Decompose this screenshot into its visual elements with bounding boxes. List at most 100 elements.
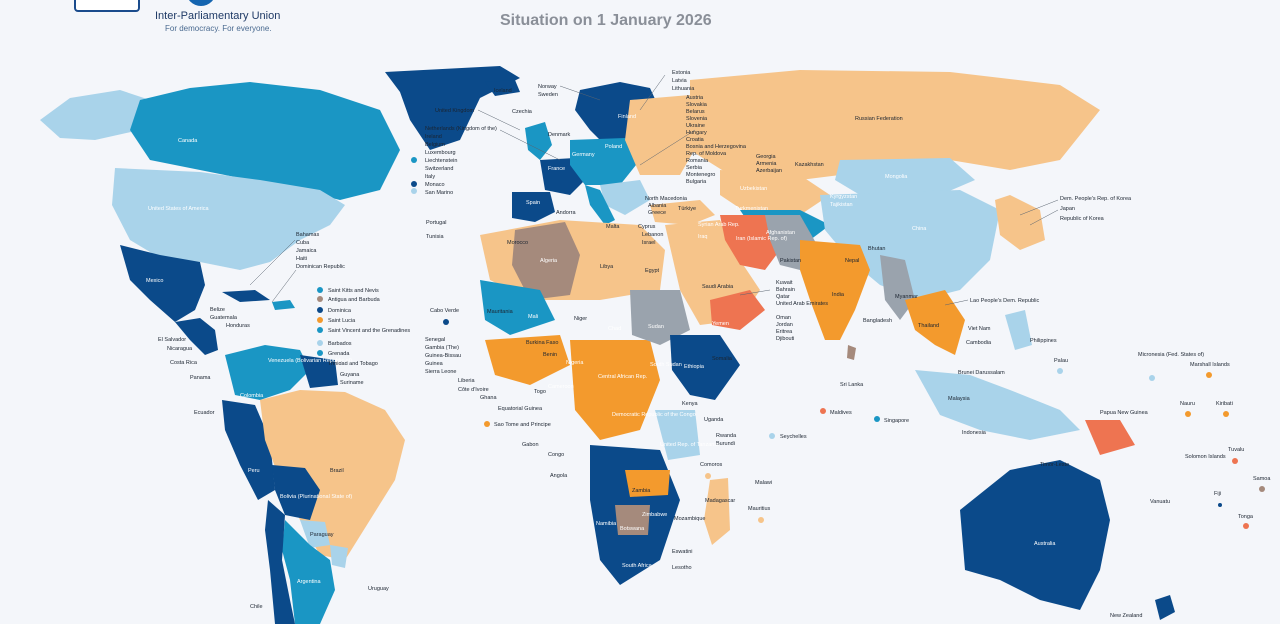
label-seychelles: Seychelles xyxy=(780,434,807,440)
label-nigeria: Nigeria xyxy=(566,360,584,366)
label-maldives: Maldives xyxy=(830,410,852,416)
label-spain: Spain xyxy=(526,200,540,206)
leader-line xyxy=(739,289,771,296)
organization-name: Inter-Parliamentary Union xyxy=(155,10,281,22)
madagascar-shape xyxy=(704,478,730,545)
mexico-shape xyxy=(120,245,205,322)
label-brazil: Brazil xyxy=(330,468,344,474)
label-yemen: Yemen xyxy=(712,321,729,327)
sudan-shape xyxy=(630,290,690,345)
alaska-shape xyxy=(40,90,150,140)
label-barbados: Barbados xyxy=(328,341,352,347)
central-america-shape xyxy=(175,318,218,355)
antigua-marker xyxy=(317,296,323,302)
sri-lanka-shape xyxy=(847,345,856,360)
label-cuba: Cuba xyxy=(296,240,310,246)
label-sierra-leone: Sierra Leone xyxy=(425,369,457,375)
label-north-macedonia: North Macedonia xyxy=(645,196,688,202)
label-albania: Albania xyxy=(648,203,667,209)
label-nauru: Nauru xyxy=(1180,401,1195,407)
cabo-verde-marker xyxy=(443,319,449,325)
label-france: France xyxy=(548,166,565,172)
label-drc: Democratic Republic of the Congo xyxy=(612,412,696,418)
label-eq-guinea: Equatorial Guinea xyxy=(498,406,543,412)
label-liberia: Liberia xyxy=(458,378,475,384)
label-honduras: Honduras xyxy=(226,323,250,329)
label-cyprus: Cyprus xyxy=(638,224,656,230)
kazakhstan-shape xyxy=(720,170,830,215)
label-south-africa: South Africa xyxy=(622,563,653,569)
label-venezuela: Venezuela (Bolivarian Republic of) xyxy=(268,358,352,364)
label-kuwait: Kuwait xyxy=(776,280,793,286)
label-tajikistan: Tajikistan xyxy=(830,202,853,208)
label-chad: Chad xyxy=(608,326,621,332)
label-guyana: Guyana xyxy=(340,372,360,378)
label-indonesia: Indonesia xyxy=(962,430,987,436)
label-ghana: Ghana xyxy=(480,395,497,401)
label-uzbekistan: Uzbekistan xyxy=(740,186,767,192)
barbados-marker xyxy=(317,340,323,346)
label-israel: Israel xyxy=(642,240,655,246)
png-shape xyxy=(1085,420,1135,455)
label-bolivia: Bolivia (Plurinational State of) xyxy=(280,494,352,500)
eastern-europe-shape xyxy=(625,95,700,175)
label-kazakhstan: Kazakhstan xyxy=(795,162,824,168)
russia-shape xyxy=(690,70,1100,180)
label-burkina: Burkina Faso xyxy=(526,340,558,346)
label-sri-lanka: Sri Lanka xyxy=(840,382,864,388)
label-grenada: Grenada xyxy=(328,351,350,357)
label-uruguay: Uruguay xyxy=(368,586,389,592)
label-moldova: Rep. of Moldova xyxy=(686,151,727,157)
label-comoros: Comoros xyxy=(700,462,723,468)
brazil-shape xyxy=(260,390,405,560)
label-paraguay: Paraguay xyxy=(310,532,334,538)
label-lithuania: Lithuania xyxy=(672,86,695,92)
label-portugal: Portugal xyxy=(426,220,447,226)
kiribati-marker xyxy=(1223,411,1229,417)
label-afghanistan: Afghanistan xyxy=(766,230,795,236)
uruguay-shape xyxy=(330,545,348,568)
label-car: Central African Rep. xyxy=(598,374,648,380)
label-korea: Republic of Korea xyxy=(1060,216,1105,222)
east-africa-shape xyxy=(670,335,740,400)
label-bahrain: Bahrain xyxy=(776,287,795,293)
label-mali: Mali xyxy=(528,314,538,320)
canada-shape xyxy=(130,82,400,200)
label-montenegro: Montenegro xyxy=(686,172,715,178)
label-morocco: Morocco xyxy=(507,240,528,246)
label-micronesia: Micronesia (Fed. States of) xyxy=(1138,352,1204,358)
label-mauritania: Mauritania xyxy=(487,309,514,315)
label-senegal: Senegal xyxy=(425,337,445,343)
leader-line xyxy=(499,129,561,161)
label-cambodia: Cambodia xyxy=(966,340,992,346)
label-solomon: Solomon Islands xyxy=(1185,454,1226,460)
label-nepal: Nepal xyxy=(845,258,859,264)
label-dominica: Dominica xyxy=(328,308,352,314)
label-zambia: Zambia xyxy=(632,488,651,494)
label-india: India xyxy=(832,292,845,298)
label-germany: Germany xyxy=(572,152,595,158)
label-kiribati: Kiribati xyxy=(1216,401,1233,407)
leader-line xyxy=(639,74,666,111)
label-somalia: Somalia xyxy=(712,356,733,362)
label-suriname: Suriname xyxy=(340,380,364,386)
label-tunisia: Tunisia xyxy=(426,234,444,240)
label-iran: Iran (Islamic Rep. of) xyxy=(736,236,787,242)
balkans-shape xyxy=(600,180,650,215)
label-st-vincent: Saint Vincent and the Grenadines xyxy=(328,328,410,334)
label-rwanda: Rwanda xyxy=(716,433,737,439)
label-colombia: Colombia xyxy=(240,393,264,399)
label-netherlands: Netherlands (Kingdom of the) xyxy=(425,126,497,132)
label-tuvalu: Tuvalu xyxy=(1228,447,1244,453)
label-azerbaijan: Azerbaijan xyxy=(756,168,782,174)
st-vincent-marker xyxy=(317,327,323,333)
label-bosnia: Bosnia and Herzegovina xyxy=(686,144,747,150)
label-iraq: Iraq xyxy=(698,234,707,240)
label-thailand: Thailand xyxy=(918,323,939,329)
mauritius-marker xyxy=(758,517,764,523)
label-new-zealand: New Zealand xyxy=(1110,613,1142,619)
label-fiji: Fiji xyxy=(1214,491,1221,497)
label-tanzania: United Rep. of Tanzania xyxy=(660,442,720,448)
label-panama: Panama xyxy=(190,375,211,381)
